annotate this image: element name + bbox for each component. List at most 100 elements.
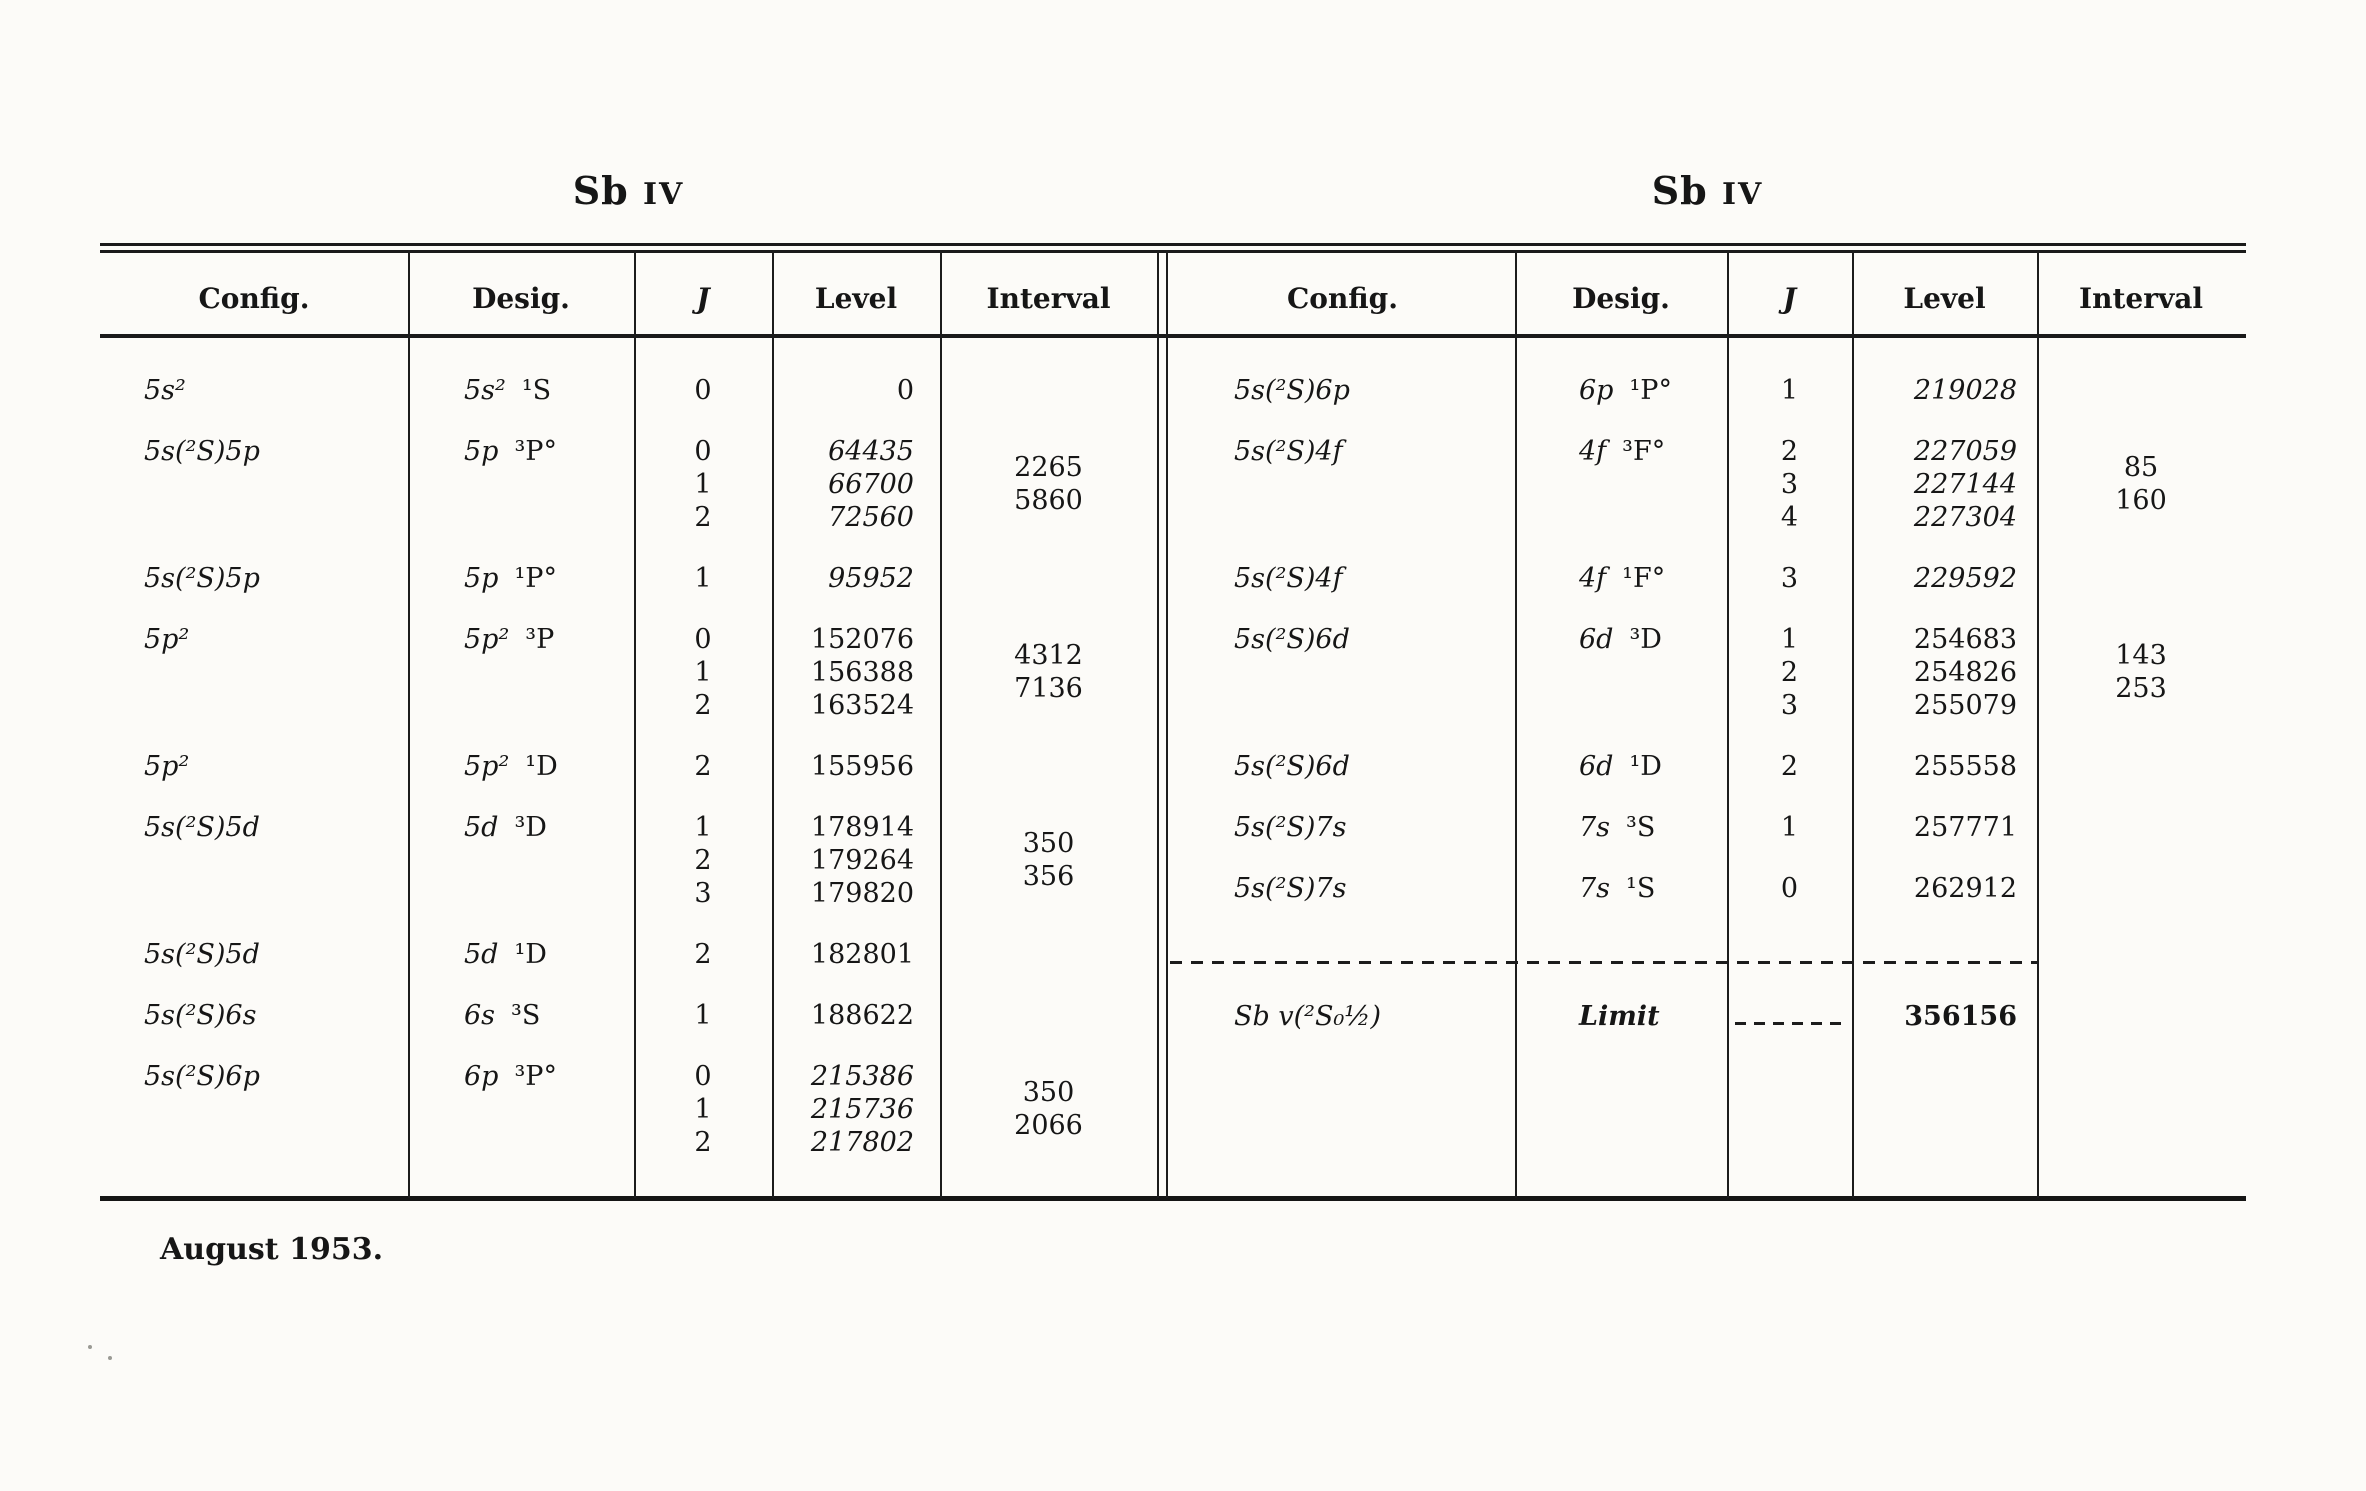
interval-value: 7136 [1014,673,1083,704]
designation-value: 5s² ¹S [464,374,634,407]
column-divider [1515,250,1517,1198]
level-cell: 227059 227144 227304 [1852,435,2037,534]
level-cell: 229592 [1852,562,2037,595]
interval-cell [940,750,1157,783]
j-value: 2 [694,1127,712,1158]
config-cell: Sb v(²S₀½) [1170,1000,1515,1033]
config-column-header: Config. [1286,281,1398,315]
config-cell: 5s² [100,374,408,407]
designation-cell: 5d ¹D [408,938,634,971]
interval-cell: 85 160 [2037,435,2245,534]
designation-term: ¹D [1629,751,1662,782]
j-value: 1 [1780,624,1799,655]
table-bottom-rule [100,1196,2246,1201]
j-value: 2 [694,845,712,876]
column-divider [772,250,774,1198]
level-value: 95952 [828,563,914,594]
config-value: 5s(²S)6d [1234,751,1350,782]
level-group-row: 5p² 5p² ³P 0 1 2 152076 156388 163524 4312 7136 [100,623,1157,722]
level-group-row: 5s(²S)7s 7s ³S 1 257771 [1170,811,2245,844]
designation-term: ¹P° [1629,375,1672,406]
level-cell: 356156 [1852,1000,2037,1033]
interval-cell [2037,872,2245,905]
designation-orbital: 7s [1579,812,1611,843]
level-value: 255558 [1913,751,2017,782]
designation-value: 4f ³F° [1579,435,1727,468]
j-value: 1 [694,1094,712,1125]
level-value: 229592 [1913,563,2017,594]
interval-cell [940,562,1157,595]
j-value: 1 [1780,812,1799,843]
level-group-row: 5p² 5p² ¹D 2 155956 [100,750,1157,783]
level-value: 156388 [810,657,914,688]
designation-value: 6s ³S [464,999,634,1032]
designation-term: ¹S [521,375,552,406]
designation-cell: Limit [1515,1000,1727,1033]
config-value: 5s(²S)4f [1234,436,1343,467]
column-divider [634,250,636,1198]
interval-value: 2066 [1014,1110,1083,1141]
designation-cell: 6p ¹P° [1515,374,1727,407]
designation-term: ¹P° [514,563,557,594]
level-cell: 257771 [1852,811,2037,844]
level-value: 215386 [810,1061,914,1092]
j-cell: 1 [634,999,772,1032]
column-headers-left-table: Config. Desig. J Level Interval [100,262,1157,334]
interval-cell [940,938,1157,971]
j-cell [1727,1000,1852,1033]
scan-speck [88,1345,92,1349]
config-cell: 5s(²S)4f [1170,562,1515,595]
config-cell: 5s(²S)7s [1170,872,1515,905]
designation-value: 5p ³P° [464,435,634,468]
j-value: 1 [694,1000,712,1031]
designation-cell: 6p ³P° [408,1060,634,1159]
designation-cell: 6s ³S [408,999,634,1032]
level-value: 155956 [810,751,914,782]
config-value: 5s(²S)7s [1234,812,1347,843]
config-value: 5p² [144,624,190,655]
level-group-row: 5s(²S)6d 6d ³D 1 2 3 254683 254826 255079 143 253 [1170,623,2245,722]
designation-orbital: 6s [464,1000,496,1031]
designation-cell: 6d ¹D [1515,750,1727,783]
designation-term: ³S [511,1000,541,1031]
page-title-right-table: Sb IV [1170,168,2245,213]
j-cell: 1 [634,562,772,595]
level-value: 152076 [810,624,914,655]
level-groups: 5s² 5s² ¹S 0 0 5s(²S)5p 5p ³P° 0 1 2 64435 66700 7256… [100,374,1157,1159]
level-value: 182801 [810,939,914,970]
designation-term: ¹D [525,751,558,782]
designation-orbital: 6p [464,1061,499,1092]
designation-value: 6p ¹P° [1579,374,1727,407]
level-group-row: 5s(²S)6p 6p ³P° 0 1 2 215386 215736 217802 350 206… [100,1060,1157,1159]
column-divider [2037,250,2039,1198]
interval-cell [940,999,1157,1032]
interval-value: 2265 [1014,452,1083,483]
ionization-limit-row: Sb v(²S₀½) Limit 356156 [1170,1000,2245,1033]
limit-level-value: 356156 [1904,1001,2017,1032]
interval-value: 350 [1022,828,1075,859]
interval-value: 160 [2115,485,2167,516]
j-value: 0 [694,1061,712,1092]
designation-cell: 7s ¹S [1515,872,1727,905]
desig-column-header: Desig. [472,281,570,315]
designation-orbital: 5d [464,939,499,970]
designation-term: ³S [1626,812,1656,843]
j-value: 2 [1780,436,1799,467]
designation-cell: 4f ³F° [1515,435,1727,534]
level-value: 217802 [810,1127,914,1158]
designation-term: ³P° [514,436,557,467]
designation-orbital: 6p [1579,375,1614,406]
config-cell: 5s(²S)6s [100,999,408,1032]
j-dashed-placeholder [1734,1022,1845,1025]
interval-cell [2037,750,2245,783]
designation-orbital: 5s² [464,375,506,406]
level-value: 219028 [1913,375,2017,406]
interval-value: 85 [2123,452,2159,483]
level-group-row: 5s² 5s² ¹S 0 0 [100,374,1157,407]
config-value: 5s(²S)6p [144,1061,260,1092]
level-cell: 188622 [772,999,940,1032]
